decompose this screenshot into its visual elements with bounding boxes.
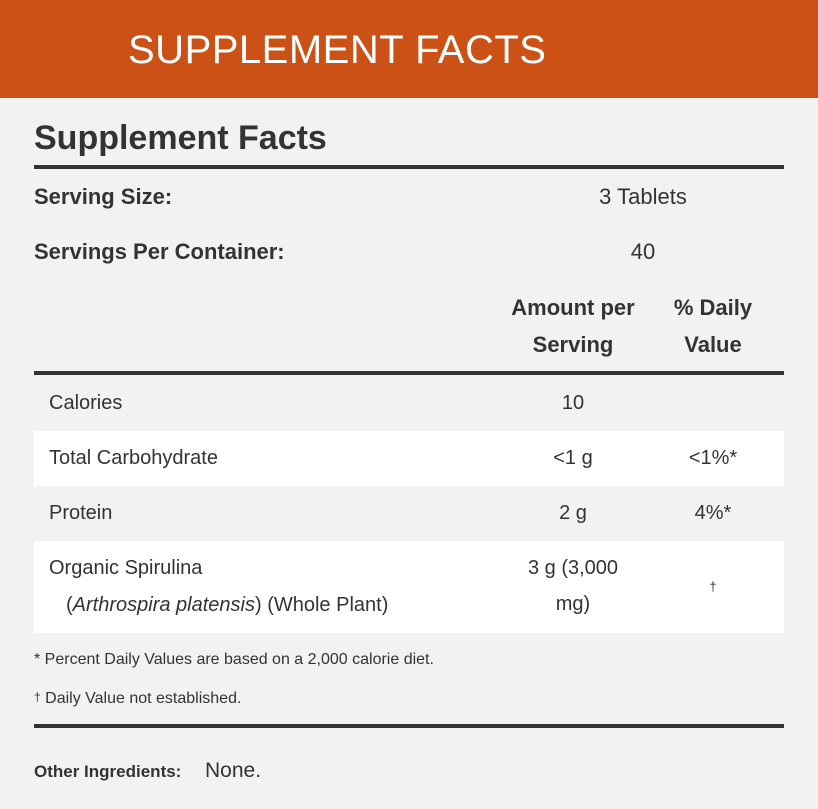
footnote-percent-daily-values: * Percent Daily Values are based on a 2,… xyxy=(34,651,434,668)
nutrient-amount: 2 g xyxy=(559,502,587,524)
servings-per-container-label: Servings Per Container: xyxy=(34,239,285,264)
footnote-dagger: † Daily Value not established. xyxy=(34,686,241,710)
plant-part: (Whole Plant) xyxy=(267,594,389,616)
nutrient-source-detail: (Arthrospira platensis) (Whole Plant) xyxy=(66,594,389,616)
nutrient-name: Total Carbohydrate xyxy=(49,447,218,469)
nutrient-amount: 3 g (3,000 mg) xyxy=(488,550,658,622)
nutrient-amount-line2: mg) xyxy=(555,593,591,615)
serving-size-value: 3 Tablets xyxy=(599,184,687,209)
other-ingredients-label: Other Ingredients: xyxy=(34,762,182,781)
nutrient-amount-line1: 3 g (3,000 xyxy=(527,557,619,579)
column-header-amount: Amount per Serving xyxy=(488,289,658,363)
table-row: Protein 2 g 4%* xyxy=(34,486,784,541)
table-row: Calories 10 xyxy=(34,376,784,431)
column-header-dv-line1: % Daily xyxy=(673,295,753,320)
column-header-daily-value: % Daily Value xyxy=(658,289,768,363)
nutrient-amount: <1 g xyxy=(553,447,593,469)
dagger-symbol: † xyxy=(34,690,41,704)
botanical-name: Arthrospira platensis xyxy=(72,594,255,616)
nutrient-name: Calories xyxy=(49,392,123,414)
nutrient-daily-value: 4%* xyxy=(694,502,732,524)
nutrient-name: Protein xyxy=(49,502,113,524)
nutrient-amount: 10 xyxy=(561,392,585,414)
table-header-divider xyxy=(34,371,784,375)
nutrient-daily-value: † xyxy=(709,579,717,594)
banner-title: SUPPLEMENT FACTS xyxy=(128,28,547,72)
table-row: Organic Spirulina (Arthrospira platensis… xyxy=(34,541,784,633)
supplement-facts-panel: Supplement Facts Serving Size: 3 Tablets… xyxy=(34,98,784,809)
other-ingredients-value: None. xyxy=(205,759,262,782)
column-header-dv-line2: Value xyxy=(684,332,742,357)
nutrient-daily-value: <1%* xyxy=(688,447,738,469)
nutrient-name: Organic Spirulina xyxy=(49,557,203,579)
header-banner: SUPPLEMENT FACTS xyxy=(0,0,818,98)
heading-divider xyxy=(34,165,784,169)
footnote-dagger-text: Daily Value not established. xyxy=(45,690,242,707)
serving-size-label: Serving Size: xyxy=(34,184,173,209)
column-header-amount-line2: Serving xyxy=(532,332,614,357)
footer-divider xyxy=(34,724,784,728)
column-header-amount-line1: Amount per xyxy=(511,295,635,320)
facts-heading: Supplement Facts xyxy=(34,119,327,157)
table-row: Total Carbohydrate <1 g <1%* xyxy=(34,431,784,486)
servings-per-container-value: 40 xyxy=(630,239,656,264)
